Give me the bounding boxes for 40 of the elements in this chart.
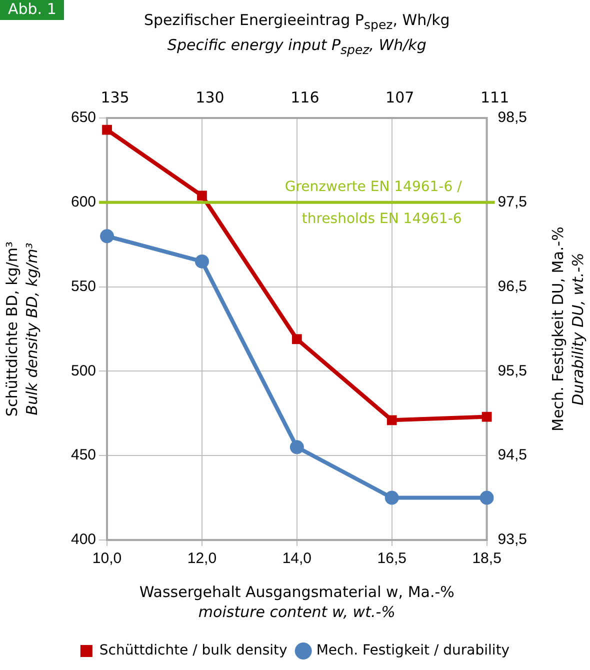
y2-tick-label: 96,5 <box>498 278 528 295</box>
text: 135 <box>100 88 130 106</box>
y2-tick-label: 97,5 <box>498 194 528 211</box>
y2-tick-label: 94,5 <box>498 446 528 464</box>
legend-label: Mech. Festigkeit / durability <box>316 642 510 659</box>
text: Spezifischer Energieeintrag P$_{spez}$, Wh/kg Specific energy input P$_{spez}$, Wh/kg <box>144 11 450 57</box>
ref-line-label: Grenzwerte EN 14961-6 / thresholds EN 14961-6 <box>284 179 462 228</box>
y-tick-label: 550 <box>70 278 96 295</box>
point <box>292 334 302 344</box>
y2-axis-title: Mech. Festigkeit DU, Ma.-% Durability DU, wt.-% <box>548 226 588 432</box>
text: 107 <box>386 88 414 106</box>
point <box>290 440 304 454</box>
point <box>386 415 397 426</box>
y-tick-label: 400 <box>70 531 96 548</box>
point <box>482 412 492 422</box>
text: 111 <box>480 88 510 106</box>
x-tick-label: 14,0 <box>282 550 312 568</box>
x-tick-label: 10,0 <box>92 550 122 568</box>
x-tick-label: 16,5 <box>377 550 406 568</box>
text: 130 <box>196 88 224 106</box>
point <box>194 254 209 268</box>
y-tick-label: 450 <box>70 446 96 464</box>
y-tick-label: 600 <box>70 194 96 211</box>
point <box>102 124 112 135</box>
y-axis-title: Schüttdichte BD, kg/m³ Bulk density BD, kg/m³ <box>2 241 42 417</box>
y-tick-label: 500 <box>70 362 96 380</box>
y2-tick-label: 95,5 <box>498 362 528 380</box>
x-tick-label: 18,5 <box>472 550 502 568</box>
y2-tick-label: 93,5 <box>498 531 528 548</box>
point <box>480 490 494 505</box>
x-axis-title: Wassergehalt Ausgangsmaterial w, Ma.-% moisture content w, wt.-% <box>139 582 454 622</box>
legend-label: Schüttdichte / bulk density <box>99 642 288 659</box>
caption: Abb. 1 <box>0 0 64 20</box>
text: 116 <box>290 88 320 106</box>
point <box>100 229 114 244</box>
point <box>384 490 399 505</box>
point <box>197 190 207 201</box>
x-tick-label: 12,0 <box>187 550 217 568</box>
y-tick-label: 650 <box>70 109 96 126</box>
y2-tick-label: 98,5 <box>498 109 528 126</box>
